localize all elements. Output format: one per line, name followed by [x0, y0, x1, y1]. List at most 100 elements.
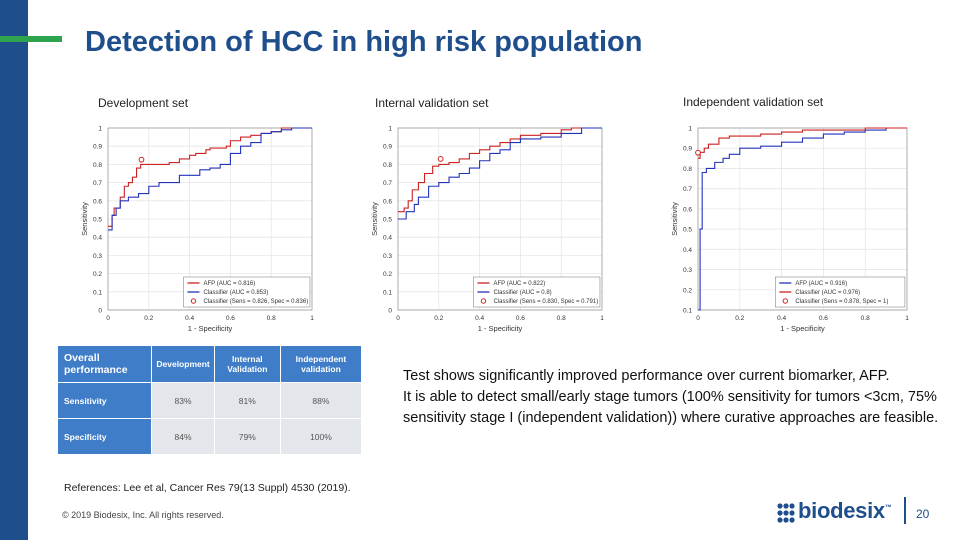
plot-frame — [107, 127, 313, 311]
performance-table: Overall performance Development Internal… — [56, 345, 363, 455]
y-tick-label: 0.4 — [383, 235, 392, 242]
operating-point-marker — [138, 156, 145, 163]
table-cell: 83% — [151, 382, 215, 419]
y-tick-label: 0.9 — [683, 146, 692, 153]
legend-entry: Classifier (AUC = 0.8) — [493, 290, 551, 296]
legend-box — [183, 276, 311, 308]
accent-bar — [0, 36, 62, 42]
roc-curve-series-2 — [398, 127, 602, 220]
table-row-label: Sensitivity — [56, 382, 153, 419]
y-tick-label: 0.3 — [383, 253, 392, 260]
y-tick-label: 0.3 — [683, 267, 692, 274]
table-cell: 100% — [279, 418, 363, 455]
y-tick-label: 0.6 — [93, 198, 102, 205]
x-tick-label: 0 — [106, 315, 110, 322]
legend-entry: Classifier (Sens = 0.830, Spec = 0.791) — [493, 299, 598, 305]
x-tick-label: 0.8 — [861, 315, 870, 322]
y-axis-label: Sensitivity — [370, 202, 379, 236]
x-tick-label: 1 — [600, 315, 604, 322]
roc-curve-series-1 — [108, 127, 312, 227]
legend-swatch — [480, 298, 487, 304]
legend-entry: AFP (AUC = 0.816) — [203, 281, 255, 287]
y-tick-label: 0.7 — [383, 180, 392, 187]
x-tick-label: 0.2 — [434, 315, 443, 322]
table-row: Sensitivity 83% 81% 88% — [56, 382, 363, 419]
roc-chart-independent: 0.1 0.2 0.3 0.4 0.5 0.6 0.7 0.8 0.9 1 0 0.2 0.4 0.6 0.… — [670, 126, 909, 334]
references: References: Lee et al, Cancer Res 79(13 … — [64, 482, 351, 494]
y-tick-label: 0.2 — [683, 287, 692, 294]
biodesix-logo-text: biodesix™ — [798, 498, 892, 523]
y-tick-label: 0.3 — [93, 253, 102, 260]
y-tick-label: 0.8 — [93, 162, 102, 169]
legend-swatch — [782, 298, 789, 304]
x-axis-label: 1 - Specificity — [478, 324, 523, 333]
x-tick-label: 0.6 — [819, 315, 828, 322]
y-axis-label: Sensitivity — [670, 202, 679, 236]
legend-entry: Classifier (Sens = 0.878, Spec = 1) — [795, 299, 888, 305]
y-tick-label: 0.8 — [383, 162, 392, 169]
roc-chart-internal: 0 0.1 0.2 0.3 0.4 0.5 0.6 0.7 0.8 0.9 1 0 0.2 0.4 0.6 0… — [370, 126, 604, 334]
legend-entry: Classifier (Sens = 0.826, Spec = 0.836) — [203, 299, 308, 305]
x-tick-label: 0.6 — [226, 315, 235, 322]
y-tick-label: 0.1 — [93, 289, 102, 296]
x-axis-label: 1 - Specificity — [188, 324, 233, 333]
table-header-internal: Internal Validation — [213, 345, 281, 383]
x-tick-label: 1 — [905, 315, 909, 322]
x-tick-label: 0.2 — [144, 315, 153, 322]
sidebar-bar — [0, 0, 28, 540]
y-tick-label: 0.4 — [93, 235, 102, 242]
legend-box — [775, 276, 906, 308]
y-tick-label: 1 — [688, 126, 692, 133]
y-tick-label: 0.4 — [683, 247, 692, 254]
table-corner-header: Overall performance — [56, 345, 153, 383]
legend-swatch — [190, 298, 197, 304]
table-header-development: Development — [151, 345, 215, 383]
y-tick-label: 0.9 — [383, 144, 392, 151]
y-tick-label: 0 — [388, 308, 392, 315]
y-tick-label: 0.5 — [383, 217, 392, 224]
legend-entry: AFP (AUC = 0.822) — [493, 281, 545, 287]
x-axis-label: 1 - Specificity — [780, 324, 825, 333]
y-tick-label: 0.8 — [683, 166, 692, 173]
x-tick-label: 0.4 — [185, 315, 194, 322]
table-row: Specificity 84% 79% 100% — [56, 418, 363, 455]
plot-frame — [697, 127, 908, 311]
y-tick-label: 1 — [98, 126, 102, 133]
roc-chart-development: 0 0.1 0.2 0.3 0.4 0.5 0.6 0.7 0.8 0.9 1 0 0.2 0.4 0.6 0… — [80, 126, 314, 334]
x-tick-label: 0.6 — [516, 315, 525, 322]
table-cell: 79% — [213, 418, 281, 455]
y-tick-label: 0.7 — [93, 180, 102, 187]
operating-point-marker — [437, 156, 444, 162]
y-tick-label: 0.5 — [93, 217, 102, 224]
operating-point-marker — [695, 149, 701, 156]
summary-line-2: It is able to detect small/early stage t… — [403, 389, 939, 426]
chart-label-development: Development set — [98, 96, 189, 110]
summary-text: Test shows significantly improved perfor… — [403, 366, 943, 429]
y-tick-label: 0.6 — [383, 198, 392, 205]
summary-line-1: Test shows significantly improved perfor… — [403, 368, 890, 384]
page-title: Detection of HCC in high risk population — [85, 26, 643, 58]
table-header-independent: Independent validation — [279, 345, 363, 383]
x-tick-label: 0.8 — [267, 315, 276, 322]
x-tick-label: 0.4 — [777, 315, 786, 322]
x-tick-label: 0.4 — [475, 315, 484, 322]
table-cell: 88% — [279, 382, 363, 419]
table-row-label: Specificity — [56, 418, 153, 455]
chart-label-independent: Independent validation set — [683, 95, 824, 109]
x-tick-label: 0.8 — [557, 315, 566, 322]
legend-entry: AFP (AUC = 0.916) — [795, 281, 847, 287]
page-number: 20 — [916, 507, 930, 521]
footer-divider — [904, 497, 906, 524]
chart-label-internal: Internal validation set — [375, 96, 489, 110]
legend-entry: Classifier (AUC = 0.976) — [795, 290, 860, 296]
y-tick-label: 0 — [98, 308, 102, 315]
table-cell: 81% — [213, 382, 281, 419]
y-tick-label: 0.1 — [383, 289, 392, 296]
roc-curve-series-1 — [698, 127, 907, 311]
legend-entry: Classifier (AUC = 0.853) — [203, 290, 268, 296]
roc-curve-series-2 — [698, 127, 907, 159]
y-tick-label: 1 — [388, 126, 392, 133]
biodesix-logo-icon — [777, 503, 795, 523]
y-tick-label: 0.9 — [93, 144, 102, 151]
x-tick-label: 1 — [310, 315, 314, 322]
